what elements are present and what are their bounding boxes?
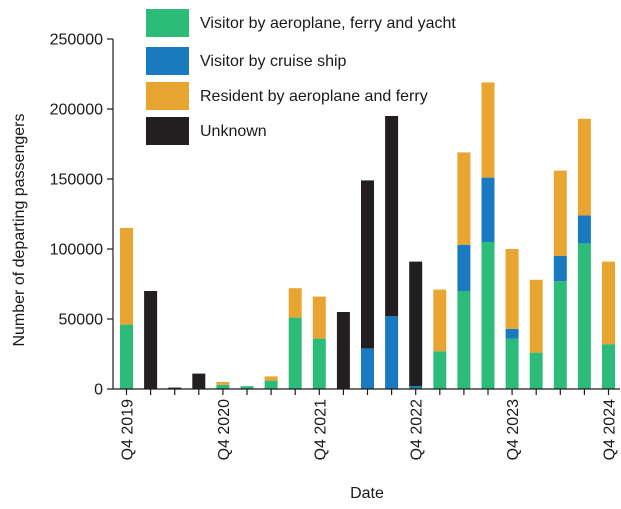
bar-segment	[577, 215, 591, 244]
bar-segment	[312, 338, 326, 389]
x-axis-ticks: Q4 2019 Q4 2020 Q4 2021 Q4 2022 Q4 2023 Q4 20…	[120, 389, 619, 460]
y-axis-title: Number of departing passengers	[11, 113, 28, 346]
bar-segment	[120, 324, 133, 389]
x-axis-title: Date	[350, 485, 384, 502]
y-tick-label: 250000	[50, 32, 103, 49]
bar-segment	[288, 317, 302, 389]
bar-segment	[553, 256, 567, 282]
y-tick-label: 0	[94, 382, 103, 399]
bar-segment	[481, 82, 495, 178]
bar-segment	[505, 249, 519, 329]
axes	[112, 39, 620, 390]
bar-segment	[120, 228, 133, 325]
bar-segment	[312, 296, 326, 339]
x-tick-label: Q4 2020	[216, 399, 233, 460]
bar-segment	[577, 118, 591, 216]
bar-segment	[288, 288, 302, 318]
bar-segment	[264, 376, 278, 381]
legend-label: Visitor by cruise ship	[200, 53, 347, 70]
bar-segment	[409, 261, 423, 387]
legend: Visitor by aeroplane, ferry and yacht Vis…	[146, 9, 456, 145]
x-tick-label: Q4 2024	[602, 399, 619, 460]
bar-segment	[602, 261, 615, 345]
bar-segment	[457, 291, 471, 389]
legend-swatch	[146, 82, 189, 110]
x-tick-label: Q4 2019	[120, 399, 137, 460]
bar-segment	[529, 352, 543, 389]
bar-segment	[264, 380, 278, 389]
bar-segment	[385, 316, 399, 389]
y-axis-ticks: 0 50000 100000 150000 200000 250000	[50, 32, 113, 399]
y-tick-label: 100000	[50, 242, 103, 259]
y-tick-label: 50000	[59, 312, 104, 329]
bar-segment	[144, 291, 158, 389]
bar-segment	[457, 244, 471, 291]
bar-segment	[409, 386, 423, 389]
bar-segment	[240, 386, 254, 389]
bar-segment	[505, 338, 519, 389]
bar-segment	[361, 180, 374, 349]
bar-segment	[602, 344, 615, 389]
bar-segment	[336, 312, 350, 389]
bar-segment	[192, 373, 206, 389]
y-tick-label: 150000	[50, 172, 103, 189]
bar-segment	[457, 152, 471, 245]
legend-swatch	[146, 47, 189, 75]
bar-segment	[168, 387, 182, 389]
bar-segment	[481, 242, 495, 389]
bar-segment	[529, 279, 543, 353]
x-tick-label: Q4 2023	[505, 399, 522, 460]
bar-segment	[505, 328, 519, 339]
legend-swatch	[146, 117, 189, 145]
bar-segment	[553, 170, 567, 256]
bar-segment	[385, 116, 399, 317]
bar-segment	[481, 177, 495, 242]
bar-segment	[216, 384, 230, 389]
legend-swatch	[146, 9, 189, 37]
bar-segment	[216, 382, 230, 385]
x-tick-label: Q4 2022	[409, 399, 426, 460]
legend-label: Visitor by aeroplane, ferry and yacht	[200, 15, 456, 32]
bar-segment	[577, 243, 591, 389]
bar-segment	[433, 289, 447, 352]
legend-label: Unknown	[200, 123, 267, 140]
bar-segment	[553, 281, 567, 389]
bars	[120, 82, 615, 389]
bar-segment	[433, 351, 447, 389]
x-tick-label: Q4 2021	[312, 399, 329, 460]
bar-segment	[361, 348, 374, 389]
y-tick-label: 200000	[50, 102, 103, 119]
legend-label: Resident by aeroplane and ferry	[200, 88, 428, 105]
